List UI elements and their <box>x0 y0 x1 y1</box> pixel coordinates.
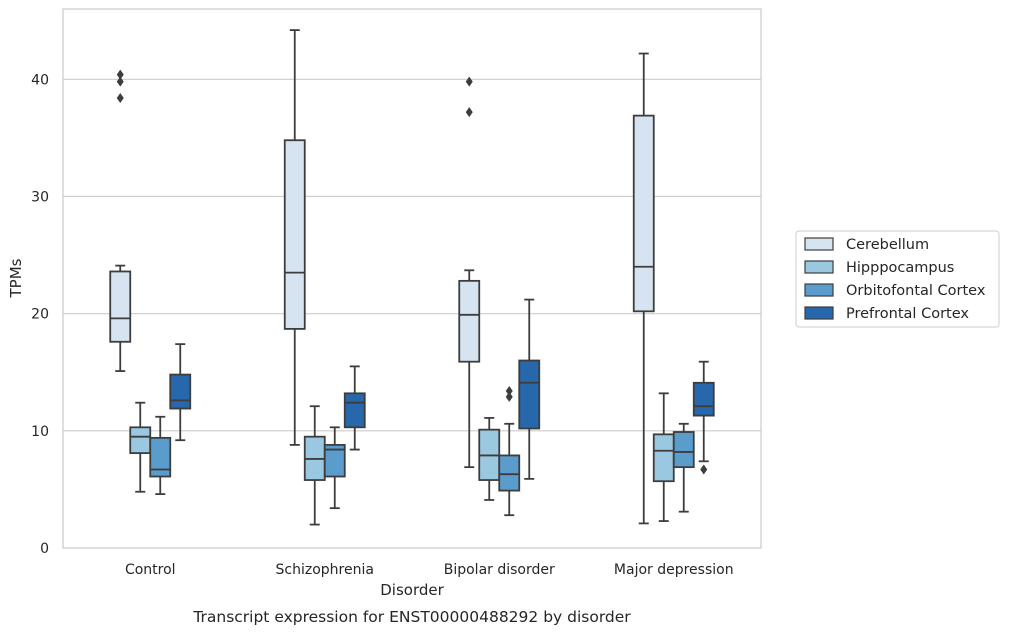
x-tick-label: Control <box>125 562 176 578</box>
box-control <box>149 415 172 496</box>
y-tick-label: 10 <box>31 424 49 440</box>
legend-label: Prefrontal Cortex <box>846 306 969 322</box>
outlier-point <box>465 107 473 118</box>
legend-swatch <box>804 283 834 297</box>
legend-swatch <box>804 306 834 320</box>
legend-swatch <box>804 260 834 274</box>
box-schizophrenia <box>303 405 326 526</box>
box-control <box>129 401 152 493</box>
outlier-point <box>505 385 513 396</box>
gridlines <box>63 78 761 432</box>
y-tick-label: 20 <box>31 307 49 323</box>
iqr-box <box>343 392 366 429</box>
box-bipolar-disorder <box>478 417 501 501</box>
legend: Cerebellum Hipppocampus Orbitofontal Corte… <box>795 230 1000 328</box>
iqr-box <box>323 443 346 478</box>
outlier-point <box>505 391 513 402</box>
legend-label: Hipppocampus <box>846 260 954 276</box>
y-axis-ticks: 0 10 20 30 40 <box>31 72 49 557</box>
legend-item: Orbitofontal Cortex <box>804 283 986 299</box>
x-tick-label: Schizophrenia <box>276 562 374 578</box>
iqr-box <box>692 381 715 417</box>
box-series <box>109 29 715 526</box>
iqr-box <box>109 270 132 343</box>
y-tick-label: 40 <box>31 72 49 88</box>
box-major-depression <box>652 392 675 522</box>
box-schizophrenia <box>323 426 346 510</box>
iqr-box <box>652 433 675 483</box>
series-hipppocampus <box>129 392 675 526</box>
box-major-depression <box>672 422 695 513</box>
iqr-box <box>632 114 655 313</box>
outlier-point <box>116 76 124 87</box>
outlier-point <box>465 76 473 87</box>
iqr-box <box>498 454 521 492</box>
series-orbitofontal-cortex <box>149 385 695 517</box>
plot-area-frame <box>62 8 762 549</box>
y-tick-label: 0 <box>40 541 49 557</box>
iqr-box <box>283 139 306 330</box>
series-prefrontal-cortex <box>169 298 715 480</box>
legend-item: Cerebellum <box>804 237 929 253</box>
legend-item: Hipppocampus <box>804 260 954 276</box>
iqr-box <box>169 373 192 410</box>
iqr-box <box>458 279 481 363</box>
outlier-point <box>116 93 124 104</box>
outlier-point <box>116 69 124 80</box>
iqr-box <box>149 436 172 478</box>
box-control <box>169 343 192 442</box>
box-bipolar-disorder <box>518 298 541 480</box>
iqr-box <box>672 431 695 469</box>
chart-caption: Transcript expression for ENST0000048829… <box>192 608 631 626</box>
x-axis-title: Disorder <box>380 581 444 599</box>
box-schizophrenia <box>283 29 306 446</box>
x-tick-label: Major depression <box>614 562 734 578</box>
x-axis-ticks: Control Schizophrenia Bipolar disorder Majo… <box>125 562 734 578</box>
box-major-depression <box>692 360 715 475</box>
outlier-point <box>700 464 708 475</box>
legend-frame <box>795 230 1000 328</box>
box-control <box>109 69 132 372</box>
y-tick-label: 30 <box>31 189 49 205</box>
box-bipolar-disorder <box>458 76 481 469</box>
box-schizophrenia <box>343 365 366 451</box>
y-axis-title: TPMs <box>7 258 25 298</box>
box-bipolar-disorder <box>498 385 521 517</box>
legend-swatch <box>804 237 834 251</box>
iqr-box <box>129 426 152 454</box>
legend-label: Cerebellum <box>846 237 929 253</box>
iqr-box <box>518 359 541 430</box>
series-cerebellum <box>109 29 655 525</box>
legend-label: Orbitofontal Cortex <box>846 283 986 299</box>
x-tick-label: Bipolar disorder <box>444 562 555 578</box>
box-major-depression <box>632 52 655 525</box>
legend-item: Prefrontal Cortex <box>804 306 969 322</box>
